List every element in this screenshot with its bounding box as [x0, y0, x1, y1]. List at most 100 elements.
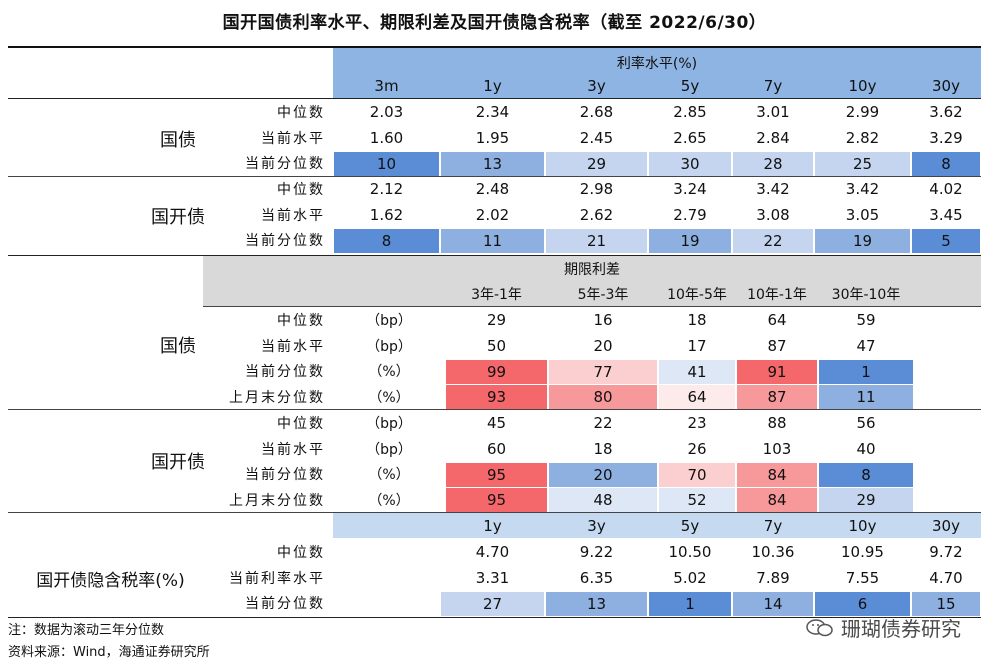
value-cell: 3.24 — [673, 180, 707, 198]
column-header: 1y — [483, 516, 502, 535]
value-cell: 9.72 — [929, 543, 963, 561]
percentile-cell: 22 — [733, 228, 813, 253]
note-text: 注：数据为滚动三年分位数 — [8, 623, 165, 638]
row-label: 中位数 — [277, 181, 325, 198]
value-cell: 2.68 — [579, 103, 614, 121]
value-cell: 1.62 — [369, 205, 404, 224]
rate-band-label: 利率水平(%) — [616, 56, 698, 72]
percentile-cell: 8 — [334, 228, 439, 253]
notes: 注：数据为滚动三年分位数 资料来源：Wind，海通证券研究所 — [8, 620, 210, 664]
value-cell: 103 — [762, 439, 792, 458]
table-row: 上月末分位数 （%） 93 80 64 87 11 — [8, 384, 981, 410]
row-label: 当前分位数 — [245, 467, 325, 484]
column-header: 10y — [848, 77, 877, 95]
table-row: 中位数 2.12 2.48 2.98 3.24 3.42 3.42 4.02 — [8, 176, 981, 202]
value-cell: 40 — [856, 439, 876, 458]
value-cell: 10.95 — [841, 543, 884, 561]
table-row: 当前分位数 （%） 95 20 70 84 8 — [8, 462, 981, 488]
group-label-guozhai: 国债 — [160, 336, 196, 357]
value-cell: 18 — [687, 311, 707, 329]
row-unit: （bp） — [366, 338, 412, 355]
value-cell: 4.70 — [929, 568, 963, 587]
value-cell: 88 — [767, 414, 787, 432]
percentile-cell: 77 — [549, 359, 657, 384]
column-header: 3年-1年 — [471, 287, 522, 303]
table-row: 当前分位数 （%） 99 77 41 91 1 — [8, 359, 981, 385]
row-label: 中位数 — [277, 104, 325, 121]
column-header: 3m — [374, 77, 399, 95]
group-label-guokai: 国开债 — [151, 207, 205, 228]
value-cell: 1.95 — [475, 128, 510, 147]
value-cell: 1.60 — [369, 128, 404, 147]
percentile-cell: 14 — [733, 591, 813, 616]
section-divider — [8, 255, 981, 256]
table-row: 当前分位数 8 11 21 19 22 19 5 — [8, 228, 981, 254]
group-divider — [8, 409, 981, 410]
source-text: 资料来源：Wind，海通证券研究所 — [8, 645, 210, 660]
table-row: 当前水平 1.62 2.02 2.62 2.79 3.08 3.05 3.45 — [8, 202, 981, 228]
spread-header-band — [203, 256, 981, 306]
value-cell: 26 — [687, 439, 707, 458]
value-cell: 2.85 — [673, 103, 707, 121]
table-row: 当前水平 （bp） 50 20 17 87 47 — [8, 333, 981, 359]
percentile-cell: 64 — [659, 385, 735, 410]
value-cell: 3.08 — [756, 205, 790, 224]
percentile-cell: 10 — [334, 151, 439, 176]
value-cell: 3.29 — [929, 128, 963, 147]
section-implied-tax: 1y 3y 5y 7y 10y 30y 国开债隐含税率(%) 中位数 4.70 9.22 10.… — [8, 513, 981, 617]
row-label: 上月末分位数 — [229, 390, 325, 407]
watermark: 珊瑚债券研究 — [805, 613, 961, 642]
tax-header-band — [333, 513, 981, 538]
row-label: 当前分位数 — [245, 233, 325, 250]
percentile-cell: 30 — [649, 151, 731, 176]
watermark-text: 珊瑚债券研究 — [841, 617, 961, 641]
column-header: 3y — [587, 77, 606, 95]
row-label: 当前分位数 — [245, 364, 325, 381]
percentile-cell: 80 — [549, 385, 657, 410]
percentile-cell: 48 — [549, 488, 657, 513]
value-cell: 2.84 — [756, 128, 790, 147]
percentile-cell: 28 — [733, 151, 813, 176]
column-header: 5y — [680, 77, 700, 95]
row-unit: （bp） — [366, 312, 412, 329]
percentile-cell: 8 — [912, 151, 980, 176]
column-header: 1y — [483, 77, 502, 95]
column-header: 10y — [848, 516, 877, 535]
table-row: 当前利率水平 3.31 6.35 5.02 7.89 7.55 4.70 — [8, 565, 981, 591]
section-rate-level: 利率水平(%) 3m 1y 3y 5y 7y 10y 30y 国债 国开债 中位数 2.03 2… — [8, 48, 981, 254]
value-cell: 2.03 — [369, 103, 404, 121]
value-cell: 2.99 — [845, 103, 880, 121]
value-cell: 59 — [856, 311, 876, 329]
value-cell: 7.89 — [756, 568, 790, 587]
group-label-implied-tax: 国开债隐含税率(%) — [36, 570, 185, 591]
table-row: 上月末分位数 （%） 95 48 52 84 29 — [8, 487, 981, 513]
row-label: 中位数 — [277, 312, 325, 329]
column-header: 5y — [680, 516, 700, 535]
percentile-cell: 13 — [546, 591, 647, 616]
column-header: 10年-1年 — [747, 287, 807, 303]
group-label-guokai: 国开债 — [151, 452, 205, 473]
value-cell: 20 — [593, 336, 613, 355]
percentile-cell: 91 — [737, 359, 817, 384]
row-label: 中位数 — [277, 544, 325, 561]
value-cell: 4.70 — [475, 543, 510, 561]
rate-header-band — [333, 48, 981, 98]
row-label: 当前分位数 — [245, 156, 325, 173]
value-cell: 18 — [593, 439, 613, 458]
row-label: 当前水平 — [261, 130, 325, 147]
percentile-cell: 11 — [441, 228, 544, 253]
value-cell: 9.22 — [579, 543, 614, 561]
row-label: 中位数 — [277, 415, 325, 432]
percentile-cell: 1 — [649, 591, 731, 616]
row-unit: （%） — [368, 364, 410, 381]
percentile-cell: 87 — [737, 385, 817, 410]
column-header: 7y — [763, 516, 783, 535]
row-label: 上月末分位数 — [229, 493, 325, 510]
value-cell: 3.42 — [756, 180, 790, 198]
column-header: 5年-3年 — [577, 287, 629, 303]
group-divider — [203, 306, 981, 307]
value-cell: 3.05 — [845, 205, 880, 224]
table-title: 国开国债利率水平、期限利差及国开债隐含税率（截至 2022/6/30） — [8, 0, 981, 48]
column-header: 3y — [587, 516, 606, 535]
row-unit: （%） — [368, 467, 410, 484]
